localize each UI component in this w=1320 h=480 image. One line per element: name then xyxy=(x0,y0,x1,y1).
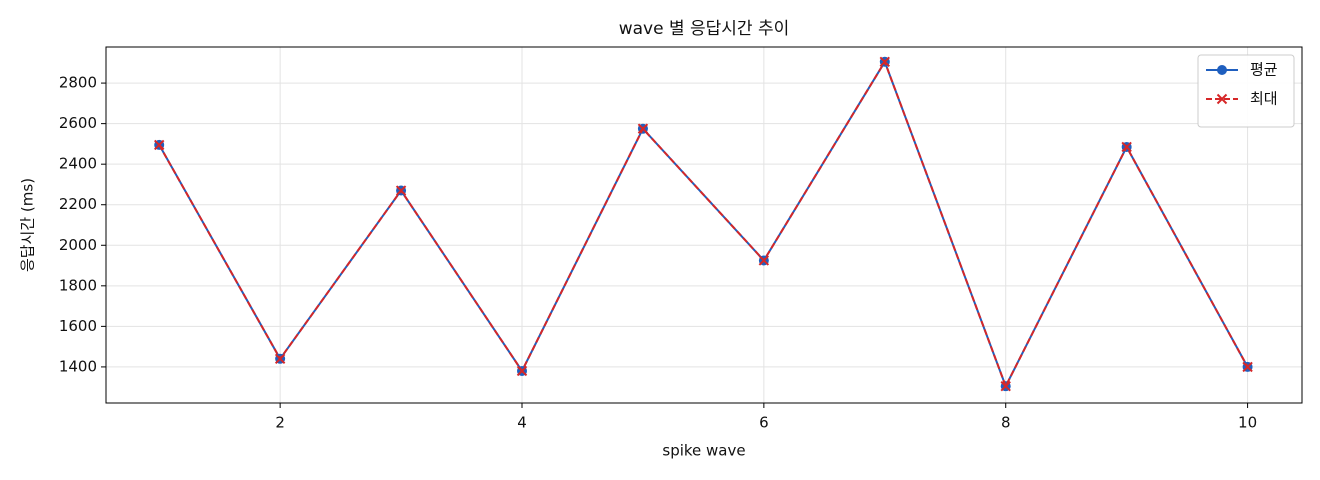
legend-label: 평균 xyxy=(1250,61,1278,79)
marker xyxy=(879,56,890,68)
marker xyxy=(1121,141,1132,153)
marker xyxy=(758,255,770,266)
y-tick-label: 2400 xyxy=(59,155,97,173)
legend-label: 최대 xyxy=(1250,90,1278,108)
marker xyxy=(1217,65,1227,75)
x-tick-label: 6 xyxy=(759,414,769,432)
y-tick-label: 1800 xyxy=(59,276,97,294)
marker xyxy=(1216,93,1228,105)
marker xyxy=(1000,380,1011,392)
line xyxy=(158,59,1249,389)
x-tick-label: 2 xyxy=(275,414,285,432)
legend-box xyxy=(1197,54,1295,128)
x-tick-label: 8 xyxy=(1001,414,1011,432)
x-tick-label: 4 xyxy=(517,414,527,432)
y-axis-label: 응답시간 (ms) xyxy=(19,178,37,272)
x-axis-label: spike wave xyxy=(662,442,745,460)
line xyxy=(158,59,1249,389)
y-tick-label: 2600 xyxy=(59,114,97,132)
marker xyxy=(516,365,528,377)
y-tick-label: 2800 xyxy=(59,74,97,92)
marker xyxy=(274,353,286,365)
marker xyxy=(1242,361,1253,373)
x-tick-label: 10 xyxy=(1238,414,1257,432)
y-tick-label: 1400 xyxy=(59,357,97,375)
marker xyxy=(637,123,649,134)
y-tick-label: 2200 xyxy=(59,195,97,213)
marker xyxy=(395,185,407,196)
plot-frame xyxy=(105,46,1303,404)
marker xyxy=(154,139,165,151)
y-tick-label: 1600 xyxy=(59,317,97,335)
y-tick-label: 2000 xyxy=(59,236,97,254)
chart-title: wave 별 응답시간 추이 xyxy=(619,19,790,39)
